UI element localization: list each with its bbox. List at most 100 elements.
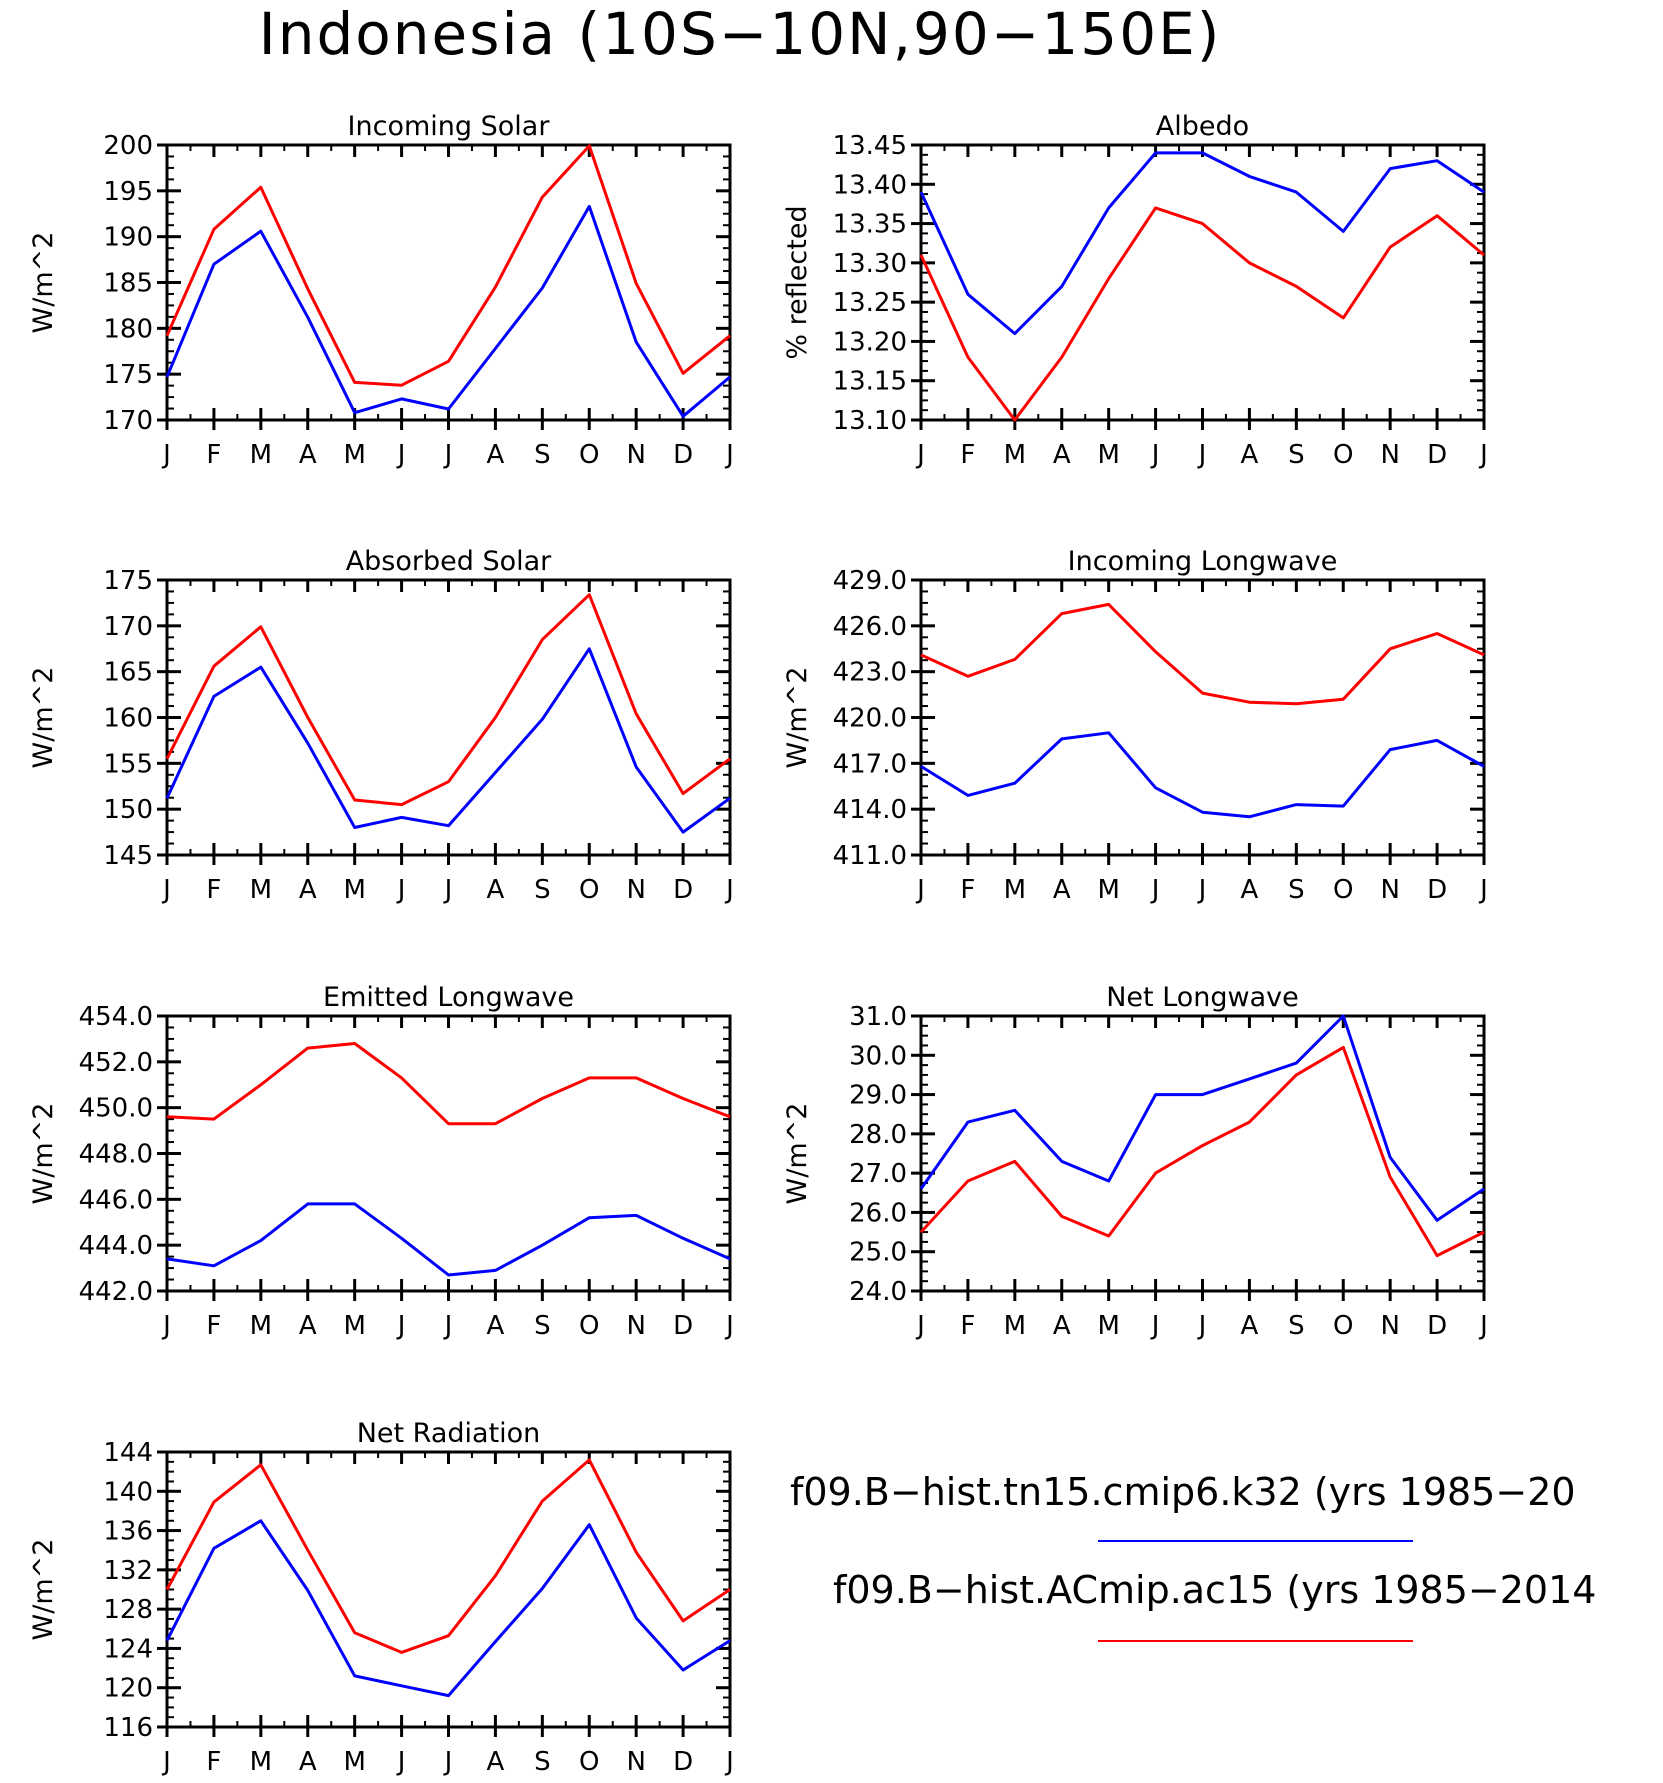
series-line-2 (165, 1458, 731, 1654)
y-tick-label: 414.0 (833, 795, 907, 825)
x-tick-label: J (1197, 440, 1207, 470)
x-tick-label: N (626, 1311, 645, 1341)
y-tick-label: 423.0 (833, 658, 907, 688)
series-line-2 (920, 602, 1485, 706)
y-tick-label: 13.20 (833, 327, 907, 357)
x-tick-label: J (161, 875, 171, 905)
y-tick-label: 160 (103, 704, 153, 734)
x-tick-label: J (161, 1747, 171, 1777)
y-tick-label: 116 (103, 1713, 153, 1743)
plot-frame (165, 143, 732, 422)
x-tick-label: N (1380, 1311, 1399, 1341)
y-tick-label: 411.0 (833, 841, 907, 871)
y-tick-label: 29.0 (849, 1081, 907, 1111)
y-tick-label: 13.25 (833, 288, 907, 318)
x-tick-label: J (443, 1747, 453, 1777)
y-tick-label: 30.0 (849, 1041, 907, 1071)
y-tick-label: 145 (103, 841, 153, 871)
x-tick-label: S (1288, 1311, 1305, 1341)
x-tick-label: O (1333, 440, 1353, 470)
plot-frame (919, 578, 1486, 857)
x-tick-label: J (915, 440, 925, 470)
legend: f09.B−hist.tn15.cmip6.k32 (yrs 1985−20 f0… (790, 1470, 1596, 1642)
x-tick-label: N (1380, 440, 1399, 470)
y-tick-label: 13.30 (833, 249, 907, 279)
x-tick-label: F (960, 1311, 975, 1341)
x-tick-label: M (1097, 440, 1119, 470)
x-tick-label: A (1241, 875, 1259, 905)
x-tick-label: S (1288, 440, 1305, 470)
x-tick-label: J (396, 440, 406, 470)
x-tick-label: A (299, 1747, 317, 1777)
y-tick-label: 448.0 (79, 1140, 153, 1170)
y-tick-label: 13.40 (833, 170, 907, 200)
x-tick-label: F (206, 1747, 221, 1777)
x-tick-label: A (1241, 440, 1259, 470)
x-tick-label: M (1097, 875, 1119, 905)
y-tick-label: 190 (103, 223, 153, 253)
y-tick-label: 200 (103, 131, 153, 161)
x-tick-label: J (443, 1311, 453, 1341)
x-tick-label: M (250, 440, 272, 470)
x-tick-label: J (1478, 1311, 1488, 1341)
x-tick-label: O (579, 440, 599, 470)
x-tick-label: J (161, 1311, 171, 1341)
panel-title: Absorbed Solar (346, 546, 552, 577)
x-tick-label: J (161, 440, 171, 470)
x-tick-label: N (626, 440, 645, 470)
y-tick-label: 454.0 (79, 1002, 153, 1032)
x-tick-label: S (534, 1311, 551, 1341)
y-tick-label: 124 (103, 1634, 153, 1664)
x-tick-label: A (1053, 440, 1071, 470)
x-tick-label: D (1427, 875, 1447, 905)
y-tick-label: 28.0 (849, 1120, 907, 1150)
y-tick-label: 420.0 (833, 704, 907, 734)
y-tick-label: 175 (103, 360, 153, 390)
y-tick-label: 165 (103, 658, 153, 688)
y-tick-label: 26.0 (849, 1198, 907, 1228)
series-line-1 (920, 731, 1485, 819)
x-tick-label: M (1004, 440, 1026, 470)
x-tick-label: J (915, 875, 925, 905)
x-tick-label: F (960, 875, 975, 905)
x-tick-label: A (487, 1747, 505, 1777)
x-tick-label: A (487, 875, 505, 905)
x-tick-label: D (673, 875, 693, 905)
series-line-2 (919, 1045, 1485, 1258)
x-tick-label: M (250, 1747, 272, 1777)
y-tick-label: 180 (103, 314, 153, 344)
y-tick-label: 175 (103, 566, 153, 596)
x-tick-label: J (396, 1747, 406, 1777)
x-tick-label: M (343, 1311, 365, 1341)
y-tick-label: 24.0 (849, 1277, 907, 1307)
x-tick-label: O (1333, 875, 1353, 905)
y-tick-label: 417.0 (833, 749, 907, 779)
y-axis-label: W/m^2 (28, 1539, 59, 1641)
x-tick-label: O (579, 1747, 599, 1777)
x-tick-label: A (299, 875, 317, 905)
x-tick-label: A (1241, 1311, 1259, 1341)
y-tick-label: 150 (103, 795, 153, 825)
x-tick-label: A (1053, 875, 1071, 905)
series-line-1 (166, 1202, 731, 1277)
y-tick-label: 185 (103, 269, 153, 299)
y-tick-label: 452.0 (79, 1048, 153, 1078)
panel-title: Net Longwave (1106, 982, 1299, 1013)
y-tick-label: 426.0 (833, 612, 907, 642)
series-line-2 (165, 144, 731, 387)
x-tick-label: M (1097, 1311, 1119, 1341)
x-tick-label: M (343, 1747, 365, 1777)
y-tick-label: 450.0 (79, 1094, 153, 1124)
x-tick-label: J (396, 875, 406, 905)
y-tick-label: 128 (103, 1595, 153, 1625)
series-line-1 (165, 647, 731, 834)
series-line-2 (919, 206, 1485, 422)
y-tick-label: 136 (103, 1517, 153, 1547)
y-axis-label: W/m^2 (782, 667, 813, 769)
x-tick-label: S (534, 1747, 551, 1777)
y-axis-label: % reflected (782, 205, 813, 359)
